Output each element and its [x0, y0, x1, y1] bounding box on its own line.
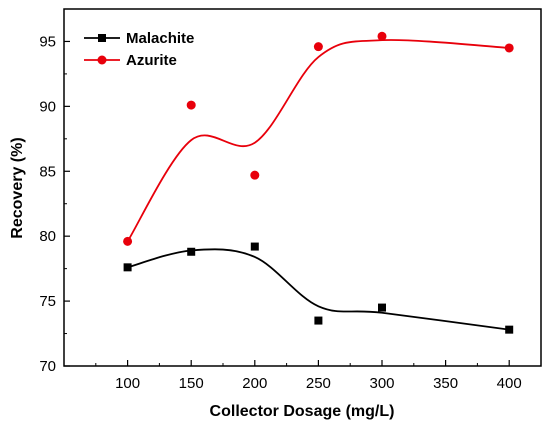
y-tick-label: 75 — [39, 293, 56, 310]
azurite-point — [504, 43, 514, 53]
x-tick-label: 100 — [115, 375, 140, 392]
malachite-point — [250, 242, 259, 251]
y-tick-label: 70 — [39, 358, 56, 375]
y-tick-label: 90 — [39, 98, 56, 115]
legend-label-malachite: Malachite — [126, 30, 194, 47]
x-tick-label: 400 — [497, 375, 522, 392]
malachite-point — [378, 303, 386, 312]
legend-marker-malachite — [98, 34, 106, 42]
x-tick-label: 350 — [433, 375, 458, 392]
azurite-point — [186, 100, 196, 110]
x-tick-label: 200 — [242, 375, 267, 392]
plot-frame — [63, 8, 542, 367]
y-axis-title: Recovery (%) — [9, 137, 26, 238]
legend: Malachite Azurite — [84, 30, 194, 69]
y-tick-label: 80 — [39, 228, 56, 245]
x-axis-ticks: 100 150 200 250 300 350 400 — [95, 360, 522, 392]
azurite-point — [250, 170, 260, 180]
x-axis-title: Collector Dosage (mg/L) — [210, 403, 395, 420]
curve-azurite — [126, 39, 510, 242]
x-tick-label: 150 — [179, 375, 204, 392]
malachite-point — [123, 263, 132, 272]
y-tick-label: 95 — [39, 33, 56, 50]
azurite-point — [313, 42, 323, 52]
malachite-point — [314, 316, 323, 325]
legend-label-azurite: Azurite — [126, 52, 177, 69]
malachite-point — [187, 247, 196, 256]
x-tick-label: 250 — [306, 375, 331, 392]
y-tick-label: 85 — [39, 163, 56, 180]
malachite-point — [505, 325, 514, 334]
azurite-point — [123, 236, 133, 246]
azurite-point — [377, 31, 387, 41]
data-points — [123, 31, 514, 334]
y-axis-ticks: 70 75 80 85 90 95 — [39, 33, 70, 375]
x-tick-label: 300 — [369, 375, 394, 392]
legend-marker-azurite — [97, 55, 107, 65]
fit-curves — [126, 39, 510, 331]
